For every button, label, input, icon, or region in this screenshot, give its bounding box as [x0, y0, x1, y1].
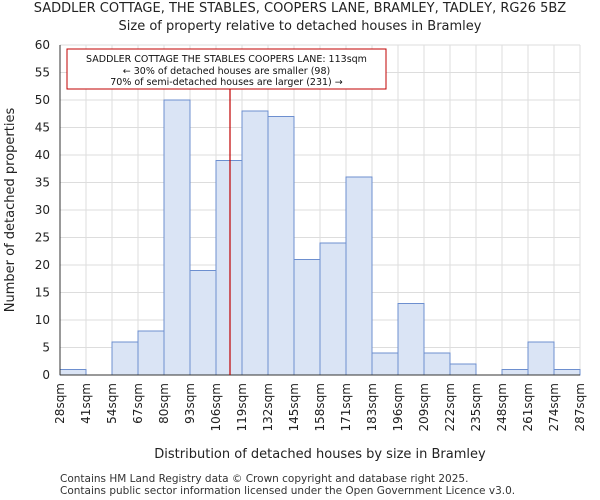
bar [553, 369, 581, 376]
y-tick-label: 0 [42, 368, 50, 382]
x-tick-label: 274sqm [547, 383, 561, 431]
y-tick-label: 55 [35, 66, 50, 80]
x-tick-label: 261sqm [521, 383, 535, 431]
bar [449, 363, 477, 376]
x-tick-label: 145sqm [287, 383, 301, 431]
bar [189, 270, 217, 376]
bar [501, 369, 529, 376]
y-axis-label: Number of detached properties [3, 108, 18, 313]
y-tick-label: 35 [35, 176, 50, 190]
y-tick-label: 15 [35, 286, 50, 300]
x-tick-label: 158sqm [313, 383, 327, 431]
x-tick-labels: 28sqm 41sqm 54sqm 67sqm 80sqm 93sqm 106sqm 119s… [53, 383, 587, 431]
bar [345, 176, 373, 376]
x-tick-label: 28sqm [53, 383, 67, 424]
y-tick-label: 5 [42, 341, 50, 355]
y-tick-label: 25 [35, 231, 50, 245]
y-tick-label: 60 [35, 38, 50, 52]
x-tick-label: 132sqm [261, 383, 275, 431]
y-tick-labels: 0 5 10 15 20 25 30 35 40 45 50 55 60 [35, 38, 50, 382]
x-tick-label: 183sqm [365, 383, 379, 431]
bar [293, 259, 321, 376]
y-tick-label: 30 [35, 203, 50, 217]
y-tick-label: 20 [35, 258, 50, 272]
annotation-line-property: SADDLER COTTAGE THE STABLES COOPERS LANE… [86, 54, 367, 65]
bar [241, 110, 269, 376]
annotation-line-larger: 70% of semi-detached houses are larger (… [110, 77, 343, 88]
x-tick-label: 106sqm [209, 383, 223, 431]
footer-line-licence: Contains public sector information licen… [60, 485, 516, 497]
x-tick-label: 54sqm [105, 383, 119, 424]
bar [215, 160, 243, 376]
annotation-line-smaller: ← 30% of detached houses are smaller (98… [123, 66, 330, 77]
x-tick-label: 222sqm [443, 383, 457, 431]
footer-line-land-registry: Contains HM Land Registry data © Crown c… [60, 473, 469, 485]
bar [423, 352, 451, 376]
bar [137, 330, 165, 376]
bar [59, 369, 87, 376]
x-tick-label: 235sqm [469, 383, 483, 431]
bar [527, 341, 555, 376]
x-tick-label: 119sqm [235, 383, 249, 431]
y-tick-label: 40 [35, 148, 50, 162]
bar [111, 341, 139, 376]
x-tick-label: 41sqm [79, 383, 93, 424]
x-tick-label: 287sqm [573, 383, 587, 431]
bar [319, 242, 347, 376]
annotation-border [66, 48, 387, 90]
x-tick-label: 67sqm [131, 383, 145, 424]
chart-title: SADDLER COTTAGE, THE STABLES, COOPERS LA… [33, 1, 567, 16]
y-tick-label: 45 [35, 121, 50, 135]
bar [371, 352, 399, 376]
bar [267, 116, 295, 376]
bars [59, 99, 581, 376]
y-tick-label: 10 [35, 313, 50, 327]
x-axis-label: Distribution of detached houses by size … [154, 447, 486, 462]
chart-subtitle: Size of property relative to detached ho… [118, 19, 482, 34]
annotation-box: SADDLER COTTAGE THE STABLES COOPERS LANE… [66, 48, 387, 90]
y-tick-label: 50 [35, 93, 50, 107]
x-tick-label: 196sqm [391, 383, 405, 431]
bar [163, 99, 191, 376]
x-tick-label: 93sqm [183, 383, 197, 424]
axes [59, 45, 580, 376]
x-tick-label: 171sqm [339, 383, 353, 431]
x-tick-label: 248sqm [495, 383, 509, 431]
x-tick-label: 209sqm [417, 383, 431, 431]
x-tick-label: 80sqm [157, 383, 171, 424]
bar [397, 303, 425, 376]
